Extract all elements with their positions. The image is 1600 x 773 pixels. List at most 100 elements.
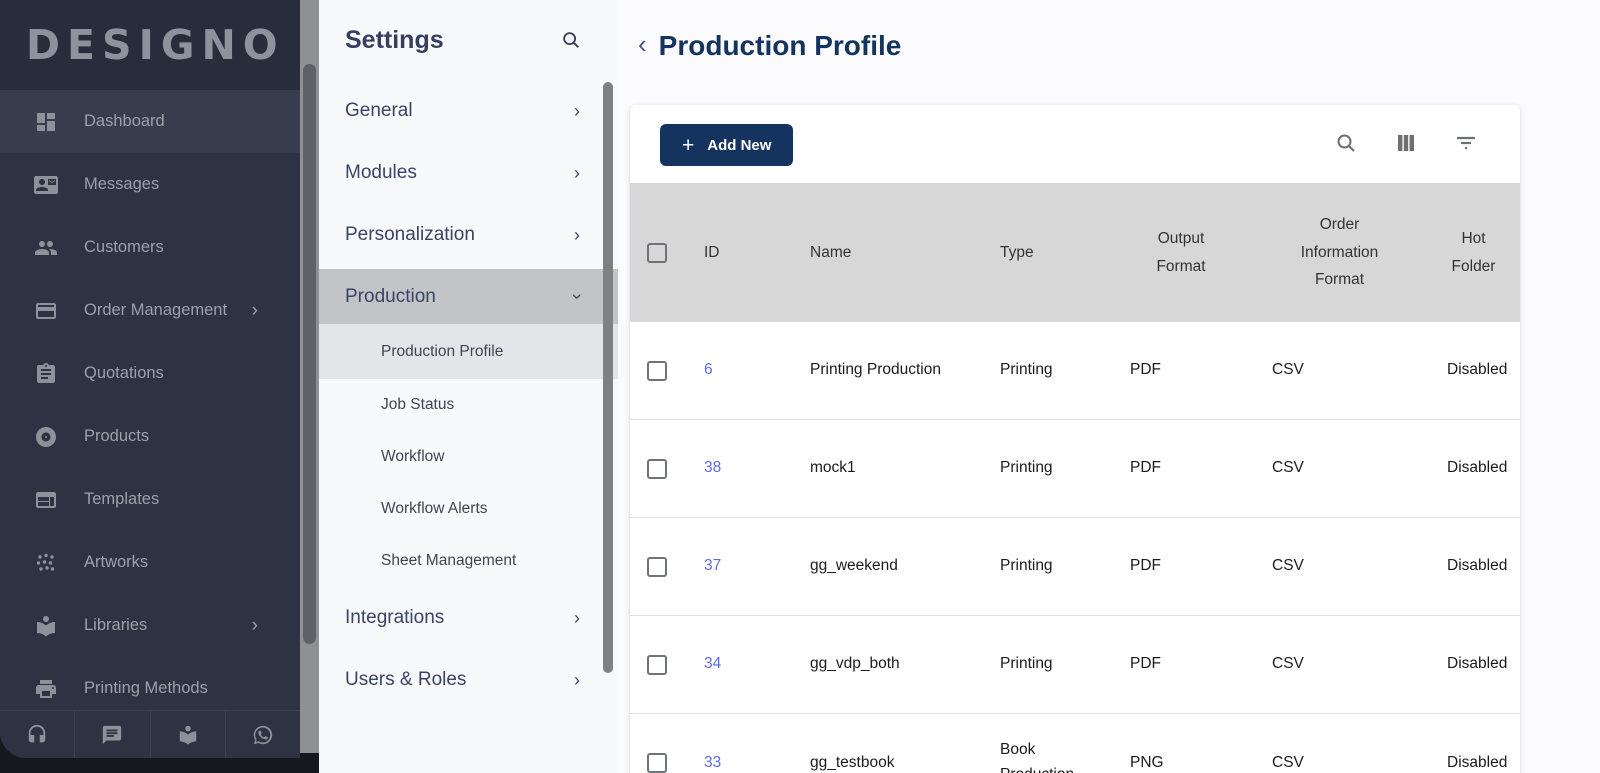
settings-item-modules[interactable]: Modules ›: [345, 162, 580, 183]
sidebar-item-label: Artworks: [84, 553, 149, 571]
filter-icon[interactable]: [1454, 131, 1478, 155]
chevron-right-icon: ›: [574, 224, 580, 245]
chevron-right-icon: ›: [251, 614, 258, 636]
sidebar-item-label: Dashboard: [84, 112, 165, 130]
sidebar-item-dashboard[interactable]: Dashboard: [0, 90, 300, 153]
cell-order-information-format: CSV: [1272, 459, 1304, 477]
cell-name: gg_testbook: [810, 753, 895, 771]
settings-scrollbar-thumb[interactable]: [603, 82, 613, 673]
sidebar-item-libraries[interactable]: Libraries ›: [0, 594, 300, 657]
table-row[interactable]: 34 gg_vdp_both Printing PDF CSV Disabled: [630, 616, 1520, 714]
sidebar-item-quotations[interactable]: Quotations: [0, 342, 300, 405]
chevron-down-icon: ›: [567, 293, 588, 300]
sidebar-scrollbar-track[interactable]: [300, 0, 319, 753]
settings-subitem-workflow[interactable]: Workflow: [381, 448, 445, 465]
page-title: Production Profile: [658, 30, 902, 61]
sidebar-item-templates[interactable]: Templates: [0, 468, 300, 531]
cell-order-information-format: CSV: [1272, 361, 1304, 379]
sidebar-item-messages[interactable]: Messages: [0, 153, 300, 216]
column-header-hot-folder: Hot Folder: [1451, 229, 1496, 275]
sidebar-item-label: Libraries: [84, 616, 148, 634]
columns-icon[interactable]: [1394, 131, 1418, 155]
libraries-icon: [34, 614, 58, 638]
cell-hot-folder: Disabled: [1447, 655, 1508, 673]
production-profile-card: + Add New ID Name Type Output Format: [630, 105, 1520, 773]
sidebar-footer: [0, 710, 300, 758]
cell-output-format: PDF: [1130, 361, 1161, 379]
cell-id[interactable]: 33: [704, 753, 722, 771]
app-sidebar: DESIGNO Dashboard Messages Customers Or: [0, 0, 300, 758]
cell-type: Printing: [1000, 459, 1053, 477]
settings-subitem-job-status[interactable]: Job Status: [381, 396, 455, 413]
headset-icon[interactable]: [0, 711, 76, 758]
cell-name: gg_vdp_both: [810, 655, 900, 673]
messages-icon: [34, 173, 58, 197]
settings-subitem-production-profile[interactable]: Production Profile: [319, 324, 618, 379]
table-row[interactable]: 33 gg_testbook Book Production PNG CSV D…: [630, 714, 1520, 773]
sidebar-scrollbar-thumb[interactable]: [303, 64, 316, 644]
settings-search-icon[interactable]: [560, 29, 582, 51]
plus-icon: +: [682, 133, 695, 157]
row-checkbox[interactable]: [647, 654, 667, 675]
cell-type: Printing: [1000, 557, 1053, 575]
table-row[interactable]: 38 mock1 Printing PDF CSV Disabled: [630, 420, 1520, 518]
settings-item-personalization[interactable]: Personalization ›: [345, 224, 580, 245]
sidebar-item-customers[interactable]: Customers: [0, 216, 300, 279]
cell-type: Printing: [1000, 361, 1053, 379]
cell-output-format: PDF: [1130, 459, 1161, 477]
table-row[interactable]: 37 gg_weekend Printing PDF CSV Disabled: [630, 518, 1520, 616]
settings-subitem-sheet-management[interactable]: Sheet Management: [381, 552, 517, 569]
quotations-icon: [34, 362, 58, 386]
cell-name: mock1: [810, 459, 856, 477]
whatsapp-icon[interactable]: [226, 711, 300, 758]
cell-order-information-format: CSV: [1272, 557, 1304, 575]
library-icon[interactable]: [151, 711, 226, 758]
cell-id[interactable]: 34: [704, 655, 722, 673]
cell-hot-folder: Disabled: [1447, 753, 1508, 771]
printing-methods-icon: [34, 677, 58, 701]
settings-item-general[interactable]: General ›: [345, 100, 580, 121]
sidebar-item-artworks[interactable]: Artworks: [0, 531, 300, 594]
sidebar-item-label: Quotations: [84, 364, 164, 382]
settings-title: Settings: [345, 25, 444, 54]
cell-name: gg_weekend: [810, 557, 898, 575]
settings-item-integrations[interactable]: Integrations ›: [345, 607, 580, 628]
back-chevron-icon[interactable]: ‹: [638, 29, 647, 59]
settings-panel: Settings General › Modules › Personaliza…: [319, 0, 618, 773]
app-logo: DESIGNO: [26, 21, 285, 69]
row-checkbox[interactable]: [647, 360, 667, 381]
column-header-name: Name: [810, 243, 852, 261]
cell-name: Printing Production: [810, 361, 941, 379]
settings-subitem-workflow-alerts[interactable]: Workflow Alerts: [381, 500, 488, 517]
search-icon[interactable]: [1334, 131, 1358, 155]
column-header-type: Type: [1000, 243, 1034, 261]
cell-output-format: PDF: [1130, 557, 1161, 575]
sidebar-item-label: Templates: [84, 490, 160, 508]
column-header-output-format: Output Format: [1156, 229, 1206, 275]
row-checkbox[interactable]: [647, 753, 667, 773]
table-row[interactable]: 6 Printing Production Printing PDF CSV D…: [630, 322, 1520, 420]
cell-hot-folder: Disabled: [1447, 361, 1508, 379]
add-new-button[interactable]: + Add New: [660, 124, 794, 166]
cell-hot-folder: Disabled: [1447, 459, 1508, 477]
chevron-right-icon: ›: [574, 669, 580, 690]
settings-item-production[interactable]: Production ›: [319, 269, 618, 324]
table-header-row: ID Name Type Output Format Order Informa…: [630, 183, 1520, 322]
column-header-id: ID: [704, 243, 720, 261]
sidebar-item-printing-methods[interactable]: Printing Methods: [0, 657, 300, 720]
sidebar-item-label: Printing Methods: [84, 679, 208, 697]
cell-order-information-format: CSV: [1272, 655, 1304, 673]
select-all-checkbox[interactable]: [647, 242, 667, 263]
cell-id[interactable]: 38: [704, 459, 722, 477]
row-checkbox[interactable]: [647, 556, 667, 577]
cell-id[interactable]: 6: [704, 361, 713, 379]
main-content: ‹ Production Profile + Add New: [618, 0, 1600, 773]
chat-icon[interactable]: [75, 711, 151, 758]
sidebar-item-products[interactable]: Products: [0, 405, 300, 468]
dashboard-icon: [34, 110, 58, 134]
sidebar-item-order-management[interactable]: Order Management ›: [0, 279, 300, 342]
cell-id[interactable]: 37: [704, 557, 722, 575]
row-checkbox[interactable]: [647, 458, 667, 479]
settings-item-users-roles[interactable]: Users & Roles ›: [345, 669, 580, 690]
sidebar-item-label: Products: [84, 427, 150, 445]
